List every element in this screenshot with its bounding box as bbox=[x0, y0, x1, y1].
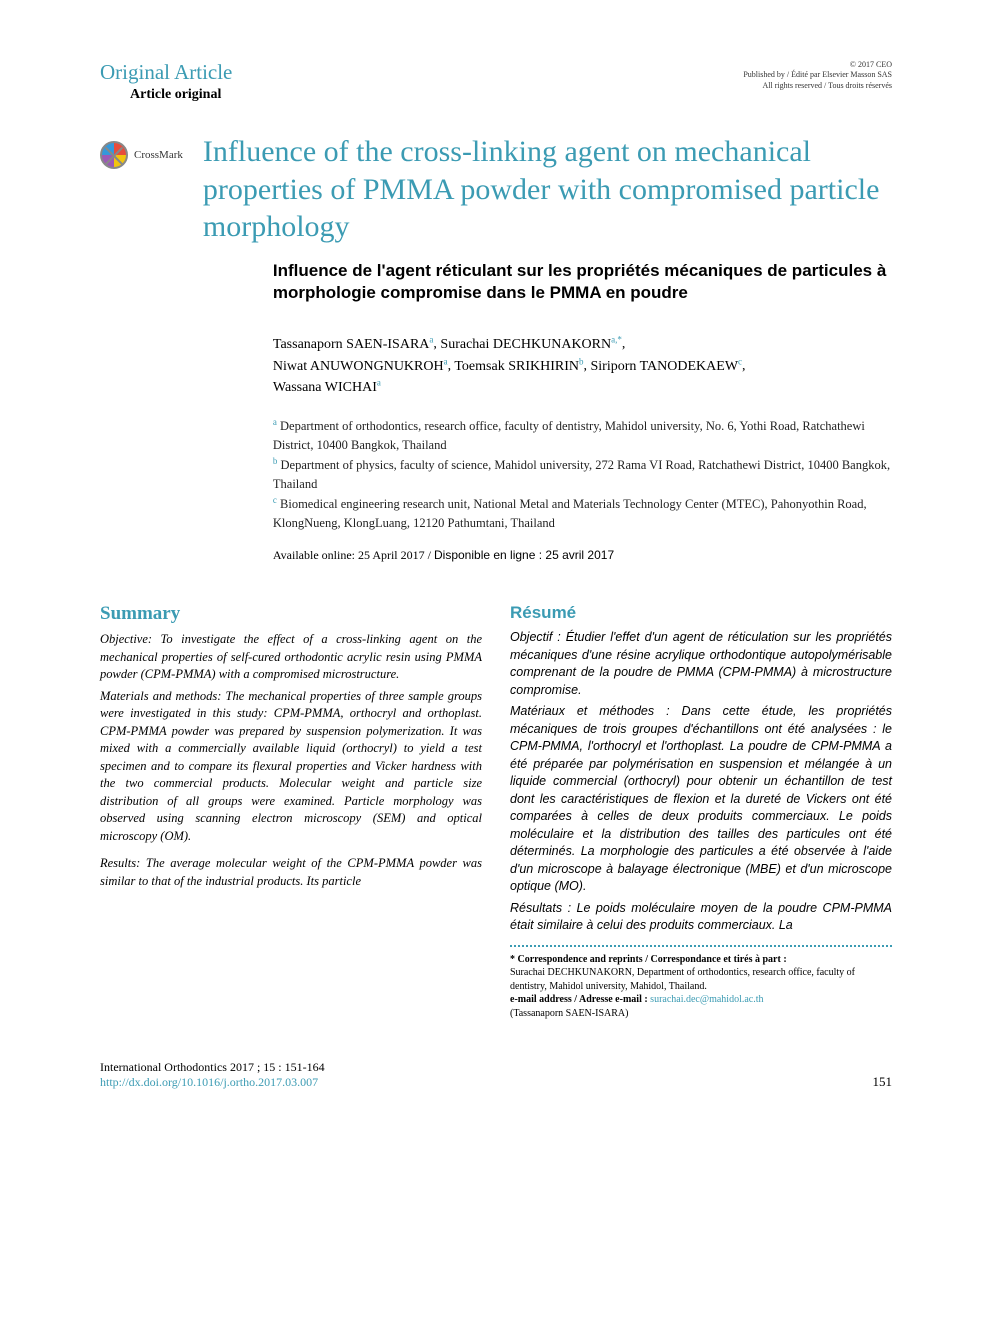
affiliation-a: a Department of orthodontics, research o… bbox=[273, 416, 892, 455]
resume-body: Objectif : Étudier l'effet d'un agent de… bbox=[510, 629, 892, 935]
resume-resultats: Résultats : Le poids moléculaire moyen d… bbox=[510, 900, 892, 935]
summary-body: Objective: To investigate the effect of … bbox=[100, 631, 482, 890]
journal-citation: International Orthodontics 2017 ; 15 : 1… bbox=[100, 1060, 325, 1074]
journal-ref: International Orthodontics 2017 ; 15 : 1… bbox=[100, 1060, 325, 1090]
available-en: Available online: 25 April 2017 bbox=[273, 548, 425, 562]
author-2: Niwat ANUWONGNUKROHa bbox=[273, 359, 448, 374]
email-owner: (Tassanaporn SAEN-ISARA) bbox=[510, 1008, 628, 1019]
summary-results: Results: The average molecular weight of… bbox=[100, 855, 482, 890]
author-0: Tassanaporn SAEN-ISARAa bbox=[273, 337, 434, 352]
article-title: Influence of the cross-linking agent on … bbox=[203, 133, 892, 246]
abstract-columns: Summary Objective: To investigate the ef… bbox=[100, 603, 892, 1020]
author-3: Toemsak SRIKHIRINb bbox=[454, 359, 583, 374]
crossmark-icon bbox=[100, 141, 128, 169]
summary-heading: Summary bbox=[100, 603, 482, 625]
resume-methodes: Matériaux et méthodes : Dans cette étude… bbox=[510, 703, 892, 896]
article-type-fr: Article original bbox=[130, 87, 232, 103]
title-block: Influence of the cross-linking agent on … bbox=[203, 133, 892, 593]
crossmark-label: CrossMark bbox=[134, 149, 183, 161]
copyright-line-2: Published by / Édité par Elsevier Masson… bbox=[743, 70, 892, 80]
corr-label: * Correspondence and reprints / Correspo… bbox=[510, 954, 787, 965]
summary-column: Summary Objective: To investigate the ef… bbox=[100, 603, 482, 1020]
crossmark-badge[interactable]: CrossMark bbox=[100, 141, 183, 169]
resume-heading: Résumé bbox=[510, 603, 892, 623]
email-label: e-mail address / Adresse e-mail : bbox=[510, 994, 648, 1005]
author-5: Wassana WICHAIa bbox=[273, 380, 381, 395]
affiliations: a Department of orthodontics, research o… bbox=[273, 416, 892, 532]
resume-objectif: Objectif : Étudier l'effet d'un agent de… bbox=[510, 629, 892, 699]
copyright-line-1: © 2017 CEO bbox=[743, 60, 892, 70]
header-row: Original Article Article original © 2017… bbox=[100, 60, 892, 103]
correspondence-footnote: * Correspondence and reprints / Correspo… bbox=[510, 953, 892, 1021]
corr-text: Surachai DECHKUNAKORN, Department of ort… bbox=[510, 967, 855, 992]
title-row: CrossMark Influence of the cross-linking… bbox=[100, 133, 892, 593]
email-link[interactable]: surachai.dec@mahidol.ac.th bbox=[650, 994, 763, 1005]
copyright-box: © 2017 CEO Published by / Édité par Else… bbox=[743, 60, 892, 91]
copyright-line-3: All rights reserved / Tous droits réserv… bbox=[743, 81, 892, 91]
page-footer: International Orthodontics 2017 ; 15 : 1… bbox=[100, 1060, 892, 1090]
resume-column: Résumé Objectif : Étudier l'effet d'un a… bbox=[510, 603, 892, 1020]
affiliation-b: b Department of physics, faculty of scie… bbox=[273, 455, 892, 494]
author-1: Surachai DECHKUNAKORNa,* bbox=[440, 337, 621, 352]
available-fr: Disponible en ligne : 25 avril 2017 bbox=[434, 548, 614, 562]
summary-objective: Objective: To investigate the effect of … bbox=[100, 631, 482, 684]
authors-list: Tassanaporn SAEN-ISARAa, Surachai DECHKU… bbox=[273, 333, 892, 398]
footnote-divider bbox=[510, 945, 892, 947]
article-type-en: Original Article bbox=[100, 60, 232, 85]
page-number: 151 bbox=[873, 1074, 893, 1090]
available-online: Available online: 25 April 2017 / Dispon… bbox=[273, 548, 892, 563]
doi-link[interactable]: http://dx.doi.org/10.1016/j.ortho.2017.0… bbox=[100, 1075, 318, 1089]
author-4: Siriporn TANODEKAEWc bbox=[590, 359, 742, 374]
summary-methods: Materials and methods: The mechanical pr… bbox=[100, 688, 482, 846]
article-subtitle-fr: Influence de l'agent réticulant sur les … bbox=[273, 260, 892, 306]
article-type-block: Original Article Article original bbox=[100, 60, 232, 103]
affiliation-c: c Biomedical engineering research unit, … bbox=[273, 494, 892, 533]
